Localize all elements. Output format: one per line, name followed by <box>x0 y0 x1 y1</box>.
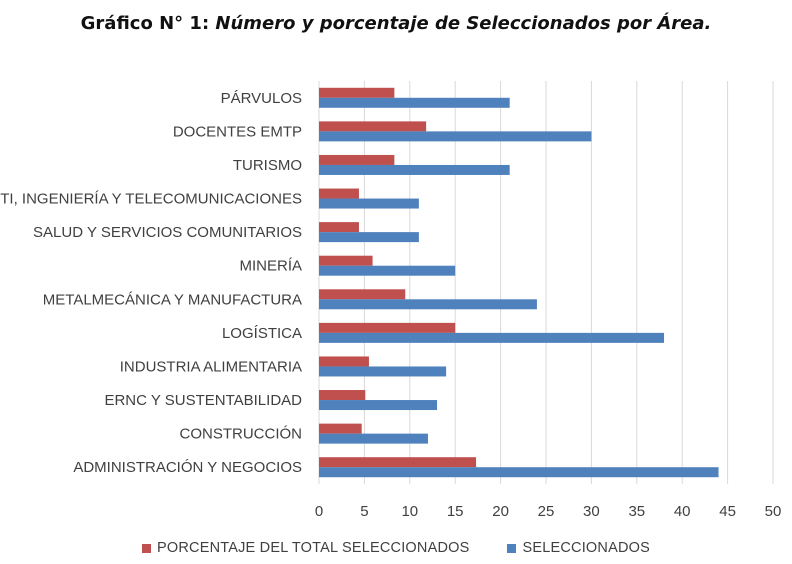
x-tick-labels: 0 5 10 15 20 25 30 35 40 45 50 <box>315 503 782 520</box>
category-label: TURISMO <box>233 157 302 174</box>
bar-porcentaje <box>319 87 395 98</box>
chart-title-prefix: Gráfico N° 1: <box>80 13 216 34</box>
category-label: ERNC Y SUSTENTABILIDAD <box>104 392 302 409</box>
legend-item-porcentaje: PORCENTAJE DEL TOTAL SELECCIONADOS <box>142 540 469 556</box>
category-label: PÁRVULOS <box>221 90 302 107</box>
bar-seleccionados <box>319 467 719 478</box>
bar-porcentaje <box>319 289 406 300</box>
category-label: INDUSTRIA ALIMENTARIA <box>120 358 302 375</box>
bar-seleccionados <box>319 366 447 377</box>
bar-chart: PÁRVULOS DOCENTES EMTP TURISMO TI, INGENIER… <box>0 81 782 520</box>
bar-porcentaje <box>319 423 362 434</box>
bar-porcentaje <box>319 457 477 468</box>
bar-porcentaje <box>319 390 366 401</box>
bar-porcentaje <box>319 356 369 367</box>
bar-seleccionados <box>319 400 438 411</box>
x-tick-label: 15 <box>447 503 464 520</box>
x-tick-label: 20 <box>492 503 509 520</box>
bar-seleccionados <box>319 265 456 276</box>
chart-title: Gráfico N° 1: Número y porcentaje de Sel… <box>0 13 792 34</box>
x-tick-label: 5 <box>360 503 368 520</box>
bar-seleccionados <box>319 299 537 310</box>
x-tick-label: 40 <box>674 503 691 520</box>
legend: PORCENTAJE DEL TOTAL SELECCIONADOS SELEC… <box>0 540 792 556</box>
category-label: METALMECÁNICA Y MANUFACTURA <box>43 291 302 308</box>
bar-porcentaje <box>319 154 395 165</box>
legend-label-seleccionados: SELECCIONADOS <box>522 540 650 556</box>
bar-porcentaje <box>319 255 373 266</box>
x-tick-label: 25 <box>538 503 555 520</box>
x-tick-label: 0 <box>315 503 323 520</box>
category-label: SALUD Y SERVICIOS COMUNITARIOS <box>33 224 302 241</box>
category-label: LOGÍSTICA <box>222 325 302 342</box>
bar-seleccionados <box>319 332 665 343</box>
x-tick-label: 50 <box>765 503 782 520</box>
bar-porcentaje <box>319 121 427 132</box>
category-labels: PÁRVULOS DOCENTES EMTP TURISMO TI, INGENIER… <box>0 90 302 476</box>
category-label: DOCENTES EMTP <box>173 123 302 140</box>
category-label: ADMINISTRACIÓN Y NEGOCIOS <box>73 459 302 476</box>
bar-seleccionados <box>319 232 419 243</box>
bar-seleccionados <box>319 198 419 209</box>
bar-porcentaje <box>319 322 456 333</box>
x-tick-label: 10 <box>401 503 418 520</box>
chart-title-main: Número y porcentaje de Seleccionados por… <box>215 13 712 34</box>
category-label: CONSTRUCCIÓN <box>180 426 303 443</box>
bar-seleccionados <box>319 433 428 444</box>
legend-item-seleccionados: SELECCIONADOS <box>507 540 650 556</box>
x-tick-label: 45 <box>719 503 736 520</box>
x-tick-label: 30 <box>583 503 600 520</box>
category-label: TI, INGENIERÍA Y TELECOMUNICACIONES <box>0 191 302 208</box>
bar-porcentaje <box>319 222 359 233</box>
legend-swatch-porcentaje <box>142 543 152 553</box>
legend-label-porcentaje: PORCENTAJE DEL TOTAL SELECCIONADOS <box>157 540 470 556</box>
gridlines <box>318 81 774 484</box>
bar-seleccionados <box>319 164 510 175</box>
x-tick-label: 35 <box>628 503 645 520</box>
bar-porcentaje <box>319 188 359 199</box>
bar-seleccionados <box>319 131 592 142</box>
bar-seleccionados <box>319 97 510 108</box>
category-label: MINERÍA <box>239 258 302 275</box>
bars-group <box>319 87 719 478</box>
legend-swatch-seleccionados <box>507 543 517 553</box>
